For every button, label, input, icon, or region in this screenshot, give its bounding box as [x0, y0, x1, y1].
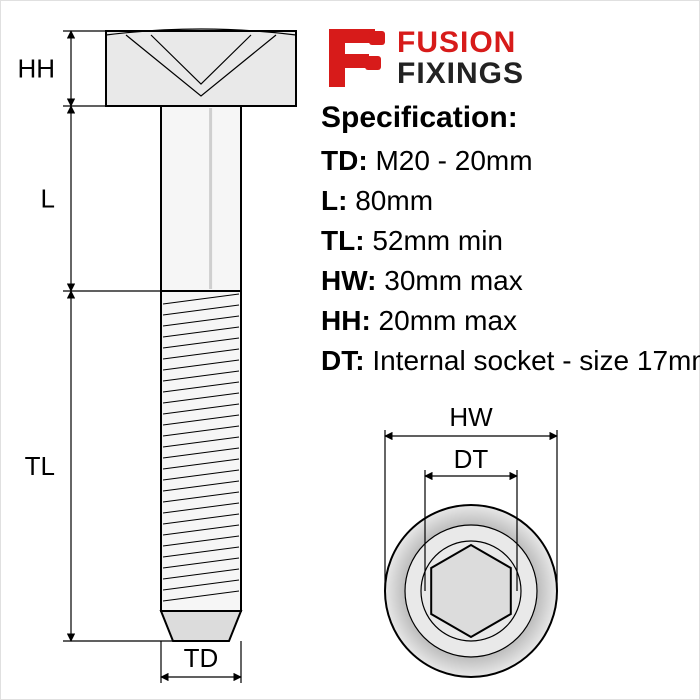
- spec-key: TD:: [321, 145, 368, 176]
- brand-logo: FUSION FIXINGS: [321, 23, 524, 93]
- spec-val: M20 - 20mm: [375, 145, 532, 176]
- spec-key: DT:: [321, 345, 365, 376]
- svg-text:TL: TL: [25, 451, 55, 481]
- logo-icon: [321, 23, 391, 93]
- svg-text:HH: HH: [17, 54, 55, 84]
- brand-line-1: FUSION: [397, 27, 524, 59]
- svg-text:DT: DT: [454, 444, 489, 474]
- specification-panel: Specification: TD: M20 - 20mm L: 80mm TL…: [321, 101, 700, 385]
- spec-key: TL:: [321, 225, 365, 256]
- svg-text:L: L: [41, 184, 55, 214]
- spec-val: 30mm max: [384, 265, 522, 296]
- spec-val: 52mm min: [372, 225, 503, 256]
- spec-key: HW:: [321, 265, 376, 296]
- spec-val: 20mm max: [379, 305, 517, 336]
- bolt-side-diagram: HH L TL TD: [1, 1, 321, 700]
- spec-row: TD: M20 - 20mm: [321, 145, 700, 177]
- brand-line-2: FIXINGS: [397, 58, 524, 90]
- spec-key: L:: [321, 185, 347, 216]
- spec-key: HH:: [321, 305, 371, 336]
- spec-row: TL: 52mm min: [321, 225, 700, 257]
- svg-text:TD: TD: [184, 643, 219, 673]
- spec-row: DT: Internal socket - size 17mm: [321, 345, 700, 377]
- svg-text:HW: HW: [449, 402, 493, 432]
- spec-val: 80mm: [355, 185, 433, 216]
- brand-name: FUSION FIXINGS: [397, 27, 524, 90]
- bolt-top-diagram: HW DT: [321, 396, 621, 696]
- specification-title: Specification:: [321, 101, 700, 135]
- spec-val: Internal socket - size 17mm: [372, 345, 700, 376]
- spec-row: HH: 20mm max: [321, 305, 700, 337]
- spec-row: L: 80mm: [321, 185, 700, 217]
- spec-row: HW: 30mm max: [321, 265, 700, 297]
